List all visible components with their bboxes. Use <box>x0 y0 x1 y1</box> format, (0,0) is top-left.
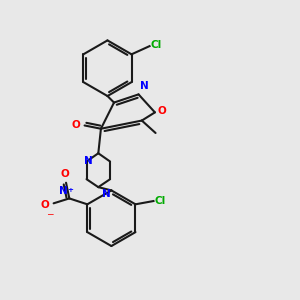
Text: −: − <box>46 209 53 218</box>
Text: O: O <box>158 106 166 116</box>
Text: +: + <box>68 187 74 193</box>
Text: O: O <box>72 120 81 130</box>
Text: N: N <box>140 81 149 91</box>
Text: N: N <box>59 186 68 196</box>
Text: O: O <box>61 169 69 179</box>
Text: N: N <box>102 189 110 199</box>
Text: N: N <box>84 156 93 166</box>
Text: O: O <box>41 200 50 210</box>
Text: Cl: Cl <box>155 196 166 206</box>
Text: Cl: Cl <box>151 40 162 50</box>
